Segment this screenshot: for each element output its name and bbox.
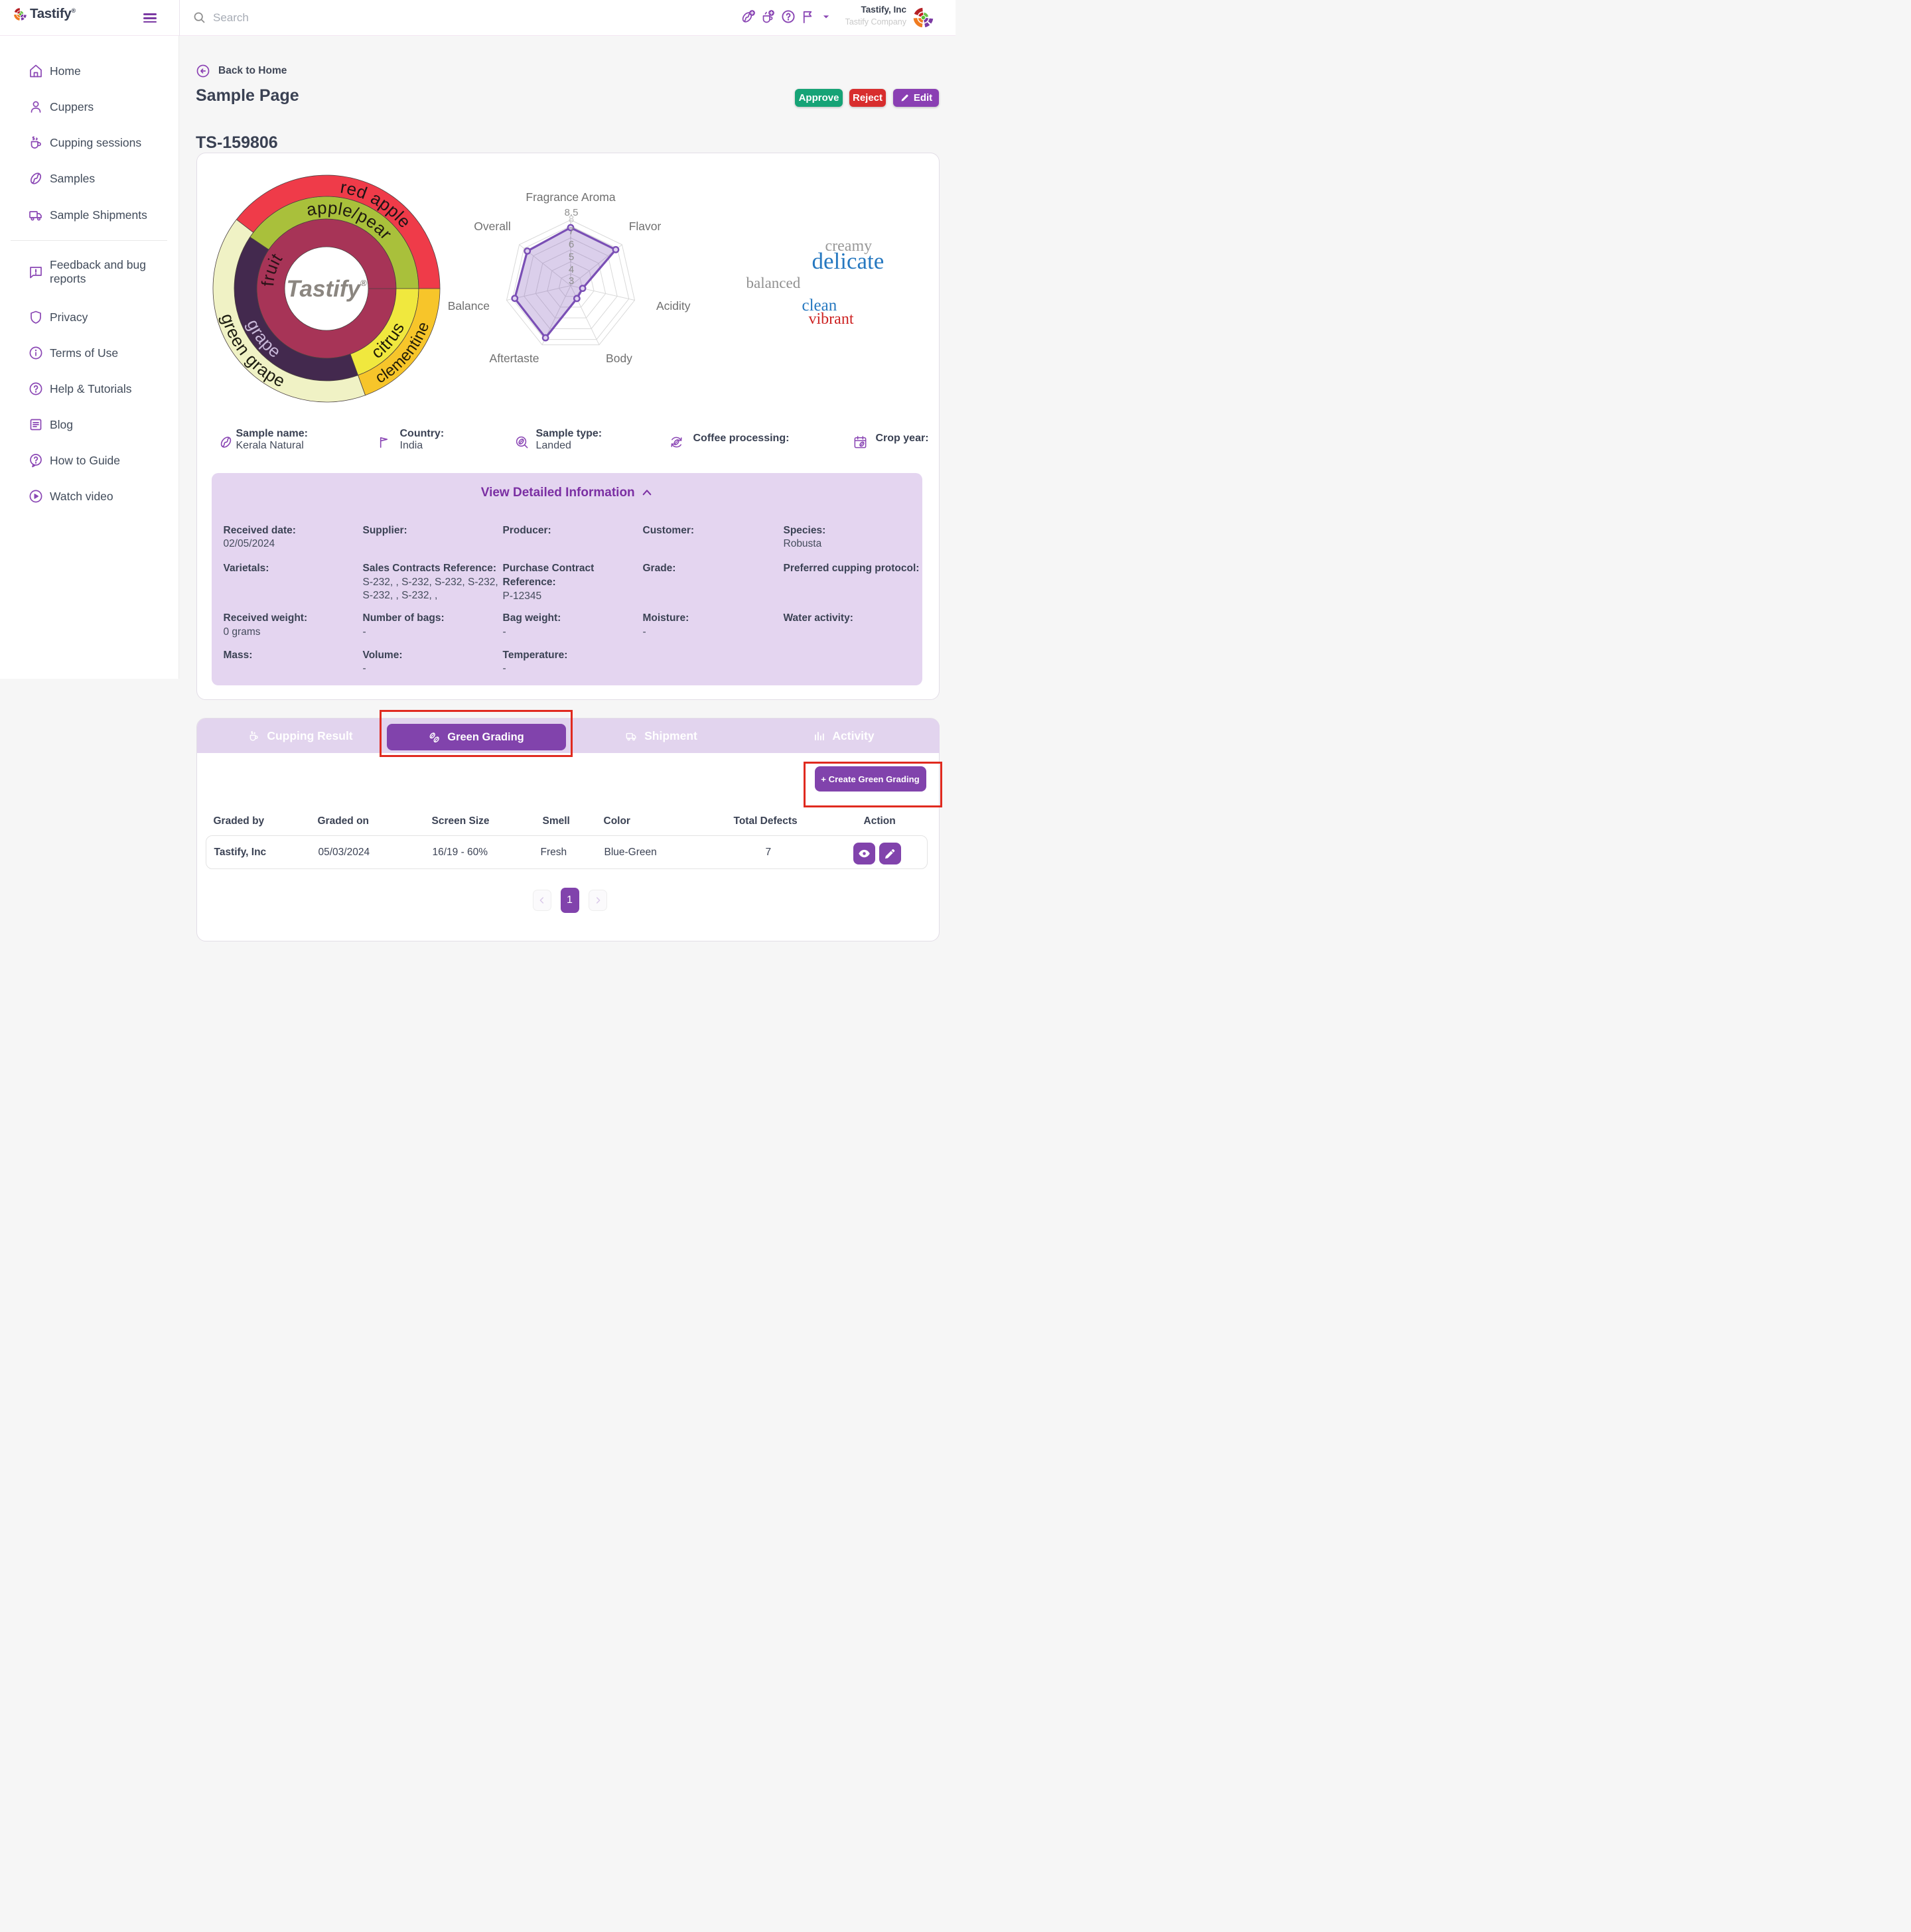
svg-text:Balance: Balance <box>447 299 489 312</box>
svg-text:6: 6 <box>568 239 573 250</box>
svg-text:8.5: 8.5 <box>564 207 578 218</box>
svg-text:Flavor: Flavor <box>628 220 661 233</box>
svg-text:5: 5 <box>568 251 573 263</box>
svg-text:Overall: Overall <box>474 220 510 233</box>
svg-text:Fragrance Aroma: Fragrance Aroma <box>526 190 615 204</box>
svg-text:8: 8 <box>568 214 573 225</box>
svg-text:Acidity: Acidity <box>656 299 691 312</box>
svg-text:3: 3 <box>568 275 573 287</box>
svg-text:Tastify®: Tastify® <box>286 276 367 302</box>
svg-text:7: 7 <box>568 226 573 237</box>
svg-text:4: 4 <box>568 264 573 275</box>
svg-text:Body: Body <box>606 352 632 365</box>
svg-text:Aftertaste: Aftertaste <box>489 352 539 365</box>
